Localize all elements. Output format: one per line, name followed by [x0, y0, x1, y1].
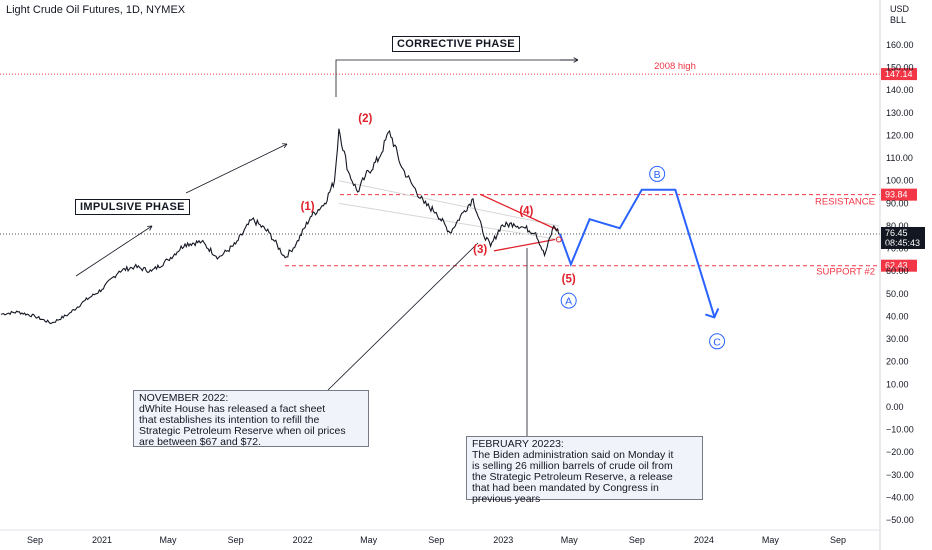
- level-note: 2008 high: [654, 61, 696, 72]
- y-tick-label: 100.00: [886, 176, 914, 186]
- countdown-label: 08:45:43: [885, 238, 920, 248]
- y-tick-label: −10.00: [886, 425, 914, 435]
- currency-label: USD: [890, 4, 910, 14]
- x-tick-label: Sep: [27, 535, 43, 545]
- y-tick-label: 150.00: [886, 63, 914, 73]
- y-tick-label: 120.00: [886, 130, 914, 140]
- wave-circle-label: C: [713, 336, 721, 348]
- impulse-arrow: [75, 225, 153, 277]
- impulse-arrow-head: [281, 143, 288, 149]
- y-tick-label: 60.00: [886, 266, 909, 276]
- wave-circle: [709, 333, 726, 350]
- y-tick-label: 30.00: [886, 334, 909, 344]
- impulsive-phase-label: IMPULSIVE PHASE: [75, 199, 190, 215]
- chart-title: Light Crude Oil Futures, 1D, NYMEX: [6, 4, 186, 16]
- y-tick-label: 70.00: [886, 244, 909, 254]
- wave-circle: [560, 292, 577, 309]
- x-tick-label: Sep: [830, 535, 846, 545]
- impulse-arrow: [185, 143, 288, 194]
- triangle-upper-line: [479, 193, 560, 232]
- level-price-badge: [881, 259, 917, 272]
- x-tick-label: May: [762, 535, 780, 545]
- november-2022-note: NOVEMBER 2022: dWhite House has released…: [133, 390, 369, 448]
- x-tick-label: 2022: [293, 535, 313, 545]
- corrective-phase-label: CORRECTIVE PHASE: [392, 36, 520, 52]
- wedge-line: [338, 180, 559, 227]
- level-note: RESISTANCE: [815, 197, 875, 208]
- february-2023-note: FEBRUARY 20223: The Biden administration…: [466, 436, 703, 505]
- corrective-arrow-head: [573, 57, 579, 63]
- y-tick-label: −50.00: [886, 515, 914, 525]
- level-price-label: 147.14: [885, 69, 913, 79]
- x-tick-label: May: [360, 535, 378, 545]
- projection-path: [558, 188, 716, 317]
- x-tick-label: May: [561, 535, 579, 545]
- corrective-bracket: [335, 59, 578, 97]
- wave-label: (5): [562, 274, 576, 286]
- y-tick-label: 160.00: [886, 40, 914, 50]
- level-price-badge: [881, 68, 917, 81]
- wave-label: (1): [301, 201, 315, 213]
- nov-note-connector: [327, 242, 479, 391]
- last-price-badge: [881, 226, 925, 249]
- x-tick-label: Sep: [428, 535, 444, 545]
- y-tick-label: −30.00: [886, 470, 914, 480]
- wave-label: (2): [358, 113, 372, 125]
- level-note: SUPPORT #2: [816, 267, 875, 278]
- y-tick-label: 130.00: [886, 108, 914, 118]
- wave-label: (4): [519, 206, 533, 218]
- y-tick-label: 110.00: [886, 153, 913, 163]
- y-tick-label: 10.00: [886, 379, 909, 389]
- x-tick-label: 2023: [493, 535, 513, 545]
- wedge-line: [338, 202, 559, 241]
- x-tick-label: May: [160, 535, 178, 545]
- y-tick-label: 80.00: [886, 221, 909, 231]
- projection-arrowhead: [705, 308, 720, 319]
- y-tick-label: 0.00: [886, 402, 904, 412]
- y-tick-label: 50.00: [886, 289, 909, 299]
- wave-circle-label: B: [654, 169, 661, 181]
- y-tick-label: 40.00: [886, 311, 909, 321]
- price-line: [0, 128, 560, 325]
- level-price-label: 62.43: [885, 261, 908, 271]
- y-tick-label: 90.00: [886, 198, 909, 208]
- wave5-marker: [555, 236, 562, 243]
- triangle-lower-line: [493, 238, 556, 252]
- y-tick-label: 140.00: [886, 85, 914, 95]
- level-price-label: 93.84: [885, 190, 908, 200]
- last-price-label: 76.45: [885, 228, 908, 238]
- currency-label: BLL: [890, 15, 906, 25]
- y-tick-label: −40.00: [886, 492, 914, 502]
- y-tick-label: 20.00: [886, 357, 909, 367]
- wave-circle: [649, 165, 666, 182]
- impulse-arrow-head: [146, 225, 153, 231]
- y-tick-label: −20.00: [886, 447, 914, 457]
- x-tick-label: Sep: [629, 535, 645, 545]
- level-price-badge: [881, 188, 917, 201]
- x-tick-label: 2024: [694, 535, 714, 545]
- x-tick-label: 2021: [92, 535, 112, 545]
- x-tick-label: Sep: [228, 535, 244, 545]
- wave-label: (3): [473, 244, 487, 256]
- wave-circle-label: A: [565, 296, 572, 308]
